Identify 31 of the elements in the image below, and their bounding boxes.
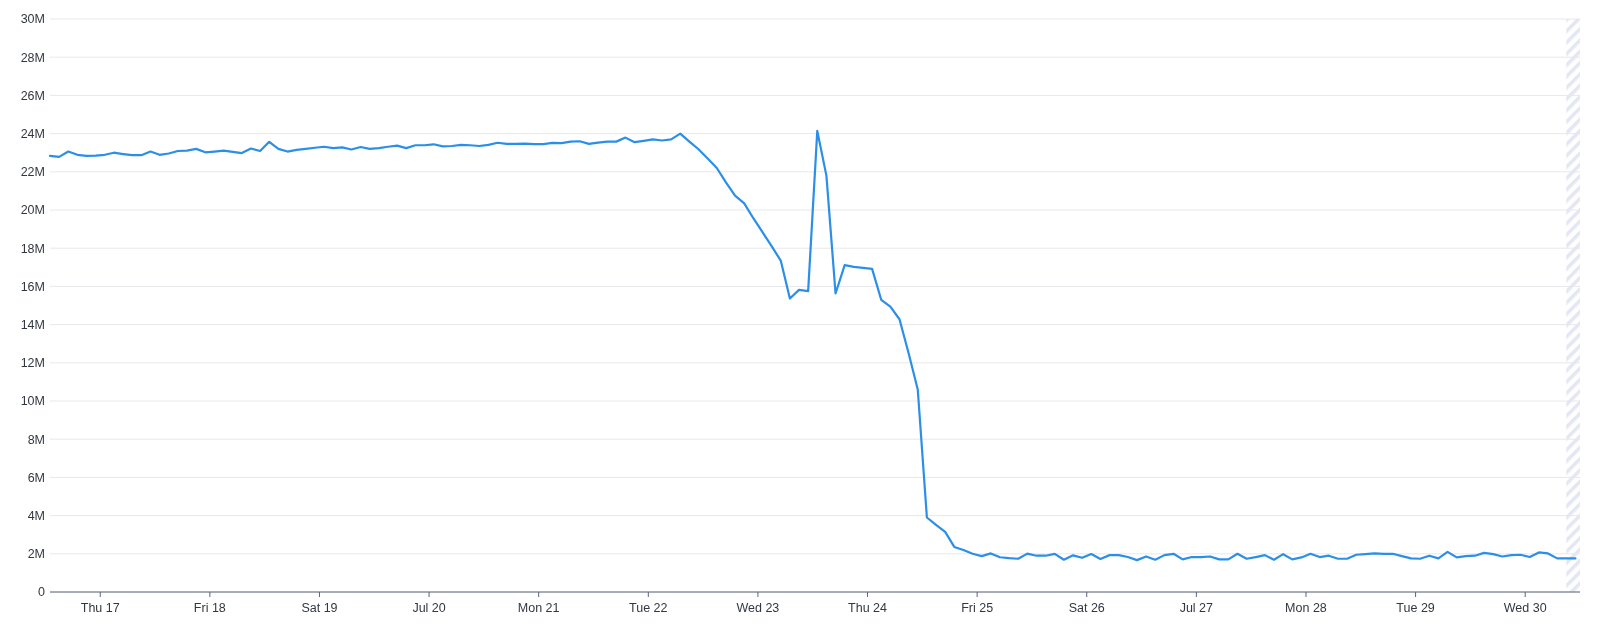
- x-tick-label: Sat 19: [301, 601, 338, 615]
- y-tick-label: 24M: [20, 126, 45, 141]
- x-tick-label: Fri 18: [193, 601, 226, 615]
- y-tick-label: 10M: [20, 394, 45, 409]
- x-tick-label: Thu 17: [80, 601, 120, 615]
- x-tick-label: Jul 20: [412, 601, 446, 615]
- y-tick-label: 26M: [20, 88, 45, 103]
- y-tick-label: 30M: [20, 12, 45, 27]
- y-tick-label: 14M: [20, 317, 45, 332]
- y-tick-label: 2M: [27, 547, 45, 562]
- y-tick-label: 20M: [20, 203, 45, 218]
- x-tick-label: Mon 21: [517, 601, 560, 615]
- x-tick-label: Tue 29: [1396, 601, 1435, 615]
- y-tick-label: 28M: [20, 50, 45, 65]
- x-tick-label: Jul 27: [1179, 601, 1214, 615]
- y-tick-label: 0: [38, 585, 46, 600]
- y-tick-label: 8M: [27, 432, 45, 447]
- y-tick-label: 18M: [20, 241, 45, 256]
- x-tick-label: Wed 30: [1503, 601, 1547, 615]
- y-tick-label: 6M: [27, 470, 45, 485]
- y-tick-label: 22M: [20, 165, 45, 180]
- x-tick-label: Sat 26: [1068, 601, 1105, 615]
- x-tick-label: Fri 25: [961, 601, 994, 615]
- x-tick-label: Thu 24: [848, 601, 888, 615]
- y-tick-label: 4M: [27, 508, 45, 523]
- x-tick-label: Tue 22: [629, 601, 668, 615]
- line-series: [48, 129, 1577, 562]
- y-tick-label: 16M: [20, 279, 45, 294]
- x-tick-label: Mon 28: [1285, 601, 1327, 615]
- x-tick-label: Wed 23: [736, 601, 780, 615]
- y-tick-label: 12M: [20, 356, 45, 371]
